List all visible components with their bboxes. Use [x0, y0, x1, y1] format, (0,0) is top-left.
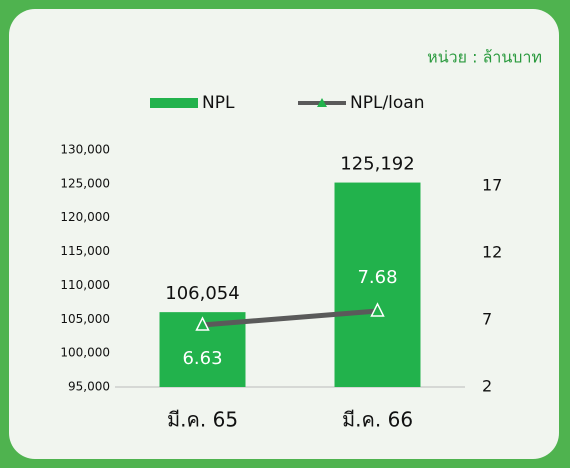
legend-swatch	[150, 98, 198, 108]
y2-tick-label: 7	[482, 310, 492, 329]
y-tick-label: 110,000	[60, 278, 110, 292]
y-tick-label: 125,000	[60, 176, 110, 190]
legend-label: NPL	[202, 93, 235, 113]
line-value-label: 6.63	[182, 348, 222, 369]
line-value-label: 7.68	[357, 267, 397, 288]
legend-marker	[317, 98, 327, 107]
legend-label: NPL/loan	[350, 93, 424, 113]
x-tick-label: มี.ค. 66	[342, 408, 413, 432]
y-tick-label: 120,000	[60, 210, 110, 224]
line-marker	[370, 302, 385, 317]
card	[9, 9, 559, 459]
y-tick-label: 130,000	[60, 143, 110, 157]
y-tick-label: 115,000	[60, 244, 110, 258]
x-tick-label: มี.ค. 65	[167, 408, 238, 432]
bar-value-label: 106,054	[165, 283, 239, 304]
line	[202, 308, 378, 328]
bar	[334, 182, 421, 387]
y2-tick-label: 12	[482, 243, 502, 262]
unit-label: หน่วย : ล้านบาท	[427, 48, 542, 67]
y-tick-label: 95,000	[68, 380, 110, 394]
y-tick-label: 100,000	[60, 346, 110, 360]
bar-value-label: 125,192	[340, 154, 414, 175]
line-marker	[195, 316, 210, 331]
y2-tick-label: 2	[482, 377, 492, 396]
y-tick-label: 105,000	[60, 312, 110, 326]
y2-tick-label: 17	[482, 176, 502, 195]
